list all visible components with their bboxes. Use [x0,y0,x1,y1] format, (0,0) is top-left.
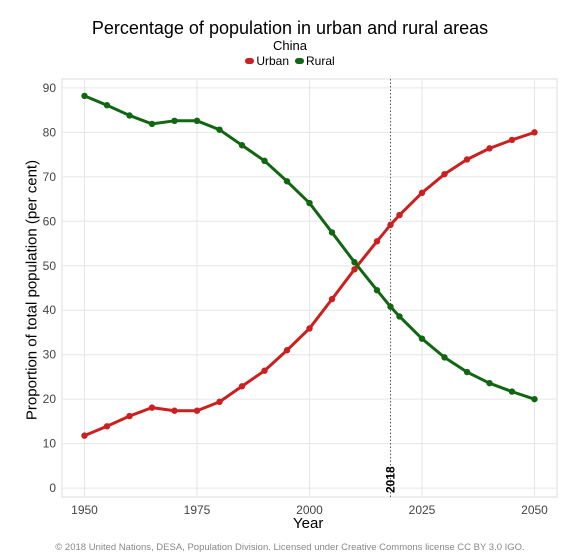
x-tick-label: 2025 [409,503,436,517]
x-axis-title: Year [293,515,324,532]
data-point-urban[interactable] [531,129,538,136]
x-tick-label: 1950 [71,503,98,517]
data-point-urban[interactable] [351,266,358,273]
data-point-urban[interactable] [508,136,516,144]
y-tick-label: 50 [43,259,57,273]
data-point-rural[interactable] [387,303,394,310]
legend: Urban Rural [0,54,580,68]
data-point-rural[interactable] [328,229,336,236]
legend-item-urban[interactable]: Urban [245,54,289,68]
data-point-rural[interactable] [238,142,246,149]
y-tick-label: 10 [43,437,57,451]
data-point-urban[interactable] [193,407,201,414]
data-point-urban[interactable] [81,432,88,439]
data-point-urban[interactable] [396,211,403,219]
data-point-urban[interactable] [373,238,381,245]
annotation-label: 2018 [384,466,398,493]
data-point-rural[interactable] [351,259,358,266]
data-point-urban[interactable] [418,189,426,197]
data-point-rural[interactable] [261,157,268,165]
data-point-rural[interactable] [283,178,291,185]
legend-swatch-urban [245,58,255,64]
data-point-rural[interactable] [126,112,133,119]
data-point-urban[interactable] [441,170,448,178]
data-point-rural[interactable] [531,395,538,403]
data-point-urban[interactable] [261,367,268,374]
legend-item-rural[interactable]: Rural [295,54,335,68]
data-point-urban[interactable] [283,347,291,354]
y-tick-label: 60 [43,214,57,228]
data-point-urban[interactable] [387,221,394,229]
x-tick-label: 1975 [184,503,211,517]
chart-title: Percentage of population in urban and ru… [91,18,489,38]
data-point-rural[interactable] [171,117,178,125]
y-tick-label: 0 [49,481,56,495]
data-point-urban[interactable] [238,383,246,390]
y-tick-label: 90 [43,81,57,95]
data-point-urban[interactable] [126,412,133,420]
y-tick-label: 20 [43,392,57,406]
data-point-rural[interactable] [373,287,381,294]
y-tick-label: 80 [43,125,57,139]
data-point-rural[interactable] [463,368,471,376]
data-point-rural[interactable] [396,313,403,320]
y-tick-label: 70 [43,170,57,184]
data-point-rural[interactable] [216,126,223,133]
data-point-urban[interactable] [171,407,178,414]
data-point-rural[interactable] [508,388,516,395]
legend-label-urban: Urban [256,54,289,68]
legend-label-rural: Rural [306,54,335,68]
data-point-rural[interactable] [148,120,156,128]
data-point-urban[interactable] [306,325,313,332]
y-tick-label: 40 [43,303,57,317]
data-point-urban[interactable] [328,295,336,303]
x-tick-label: 2000 [296,503,323,517]
data-point-urban[interactable] [463,156,471,163]
series-line-urban [83,130,535,438]
data-point-rural[interactable] [441,354,448,361]
data-point-rural[interactable] [486,379,493,387]
data-point-rural[interactable] [193,117,201,125]
chart-subtitle: China [273,38,307,53]
data-point-urban[interactable] [148,404,156,411]
legend-swatch-rural [295,58,304,64]
data-point-rural[interactable] [306,199,313,207]
series-line-rural [83,94,535,401]
data-point-rural[interactable] [418,335,426,342]
data-point-urban[interactable] [216,398,223,406]
footer-credit: © 2018 United Nations, DESA, Population … [55,542,525,553]
y-axis-title: Proportion of total population (per cent… [23,159,41,421]
data-point-urban[interactable] [103,423,111,430]
x-tick-label: 2050 [521,503,548,517]
y-tick-label: 30 [43,348,57,362]
data-point-rural[interactable] [81,92,88,100]
data-point-urban[interactable] [486,145,493,152]
data-point-rural[interactable] [103,102,111,109]
